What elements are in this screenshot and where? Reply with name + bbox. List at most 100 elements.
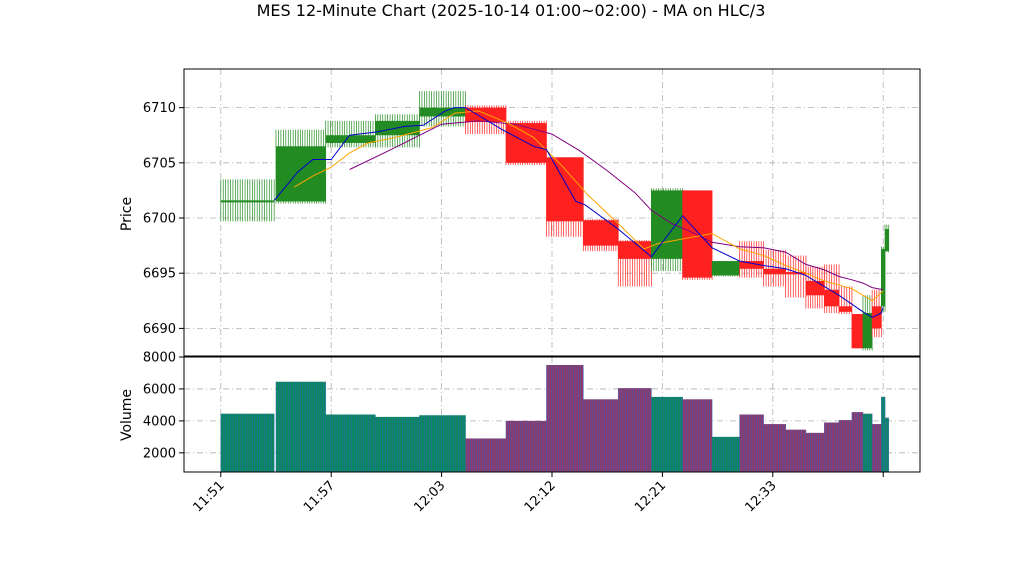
candle-body <box>785 272 806 275</box>
x-tick-label: 11:51 <box>191 478 228 515</box>
candle <box>763 250 787 287</box>
volume-bar-fill <box>465 438 506 472</box>
candle-body <box>824 289 840 307</box>
volume-bar-fill <box>325 414 376 472</box>
candle-body <box>885 229 889 252</box>
moving-averages <box>273 107 884 318</box>
price-tick-label: 6695 <box>143 267 176 282</box>
candle <box>419 91 466 127</box>
volume-bar <box>465 438 507 472</box>
volume-bar <box>884 417 890 472</box>
volume-bar-fill <box>276 381 299 472</box>
candle <box>275 129 299 204</box>
volume-bar <box>651 396 683 472</box>
volume-bar-fill <box>546 364 584 472</box>
candle <box>862 295 873 351</box>
candle-body <box>872 306 882 329</box>
candle-body <box>220 200 275 203</box>
volume-bar <box>617 388 652 472</box>
volume-bar <box>275 381 299 472</box>
x-tick-label: 12:12 <box>522 478 559 515</box>
candle <box>582 219 619 252</box>
candle-body <box>325 135 376 143</box>
volume-bar <box>711 436 740 472</box>
volume-bar <box>220 413 275 472</box>
candle <box>617 240 652 287</box>
x-tick-label: 11:57 <box>301 478 338 515</box>
volume-bar <box>546 364 584 472</box>
volume-bar <box>582 399 619 472</box>
volume-bar <box>824 422 840 472</box>
candle-body <box>419 107 466 117</box>
candle <box>711 261 741 277</box>
volume-bar <box>419 415 466 472</box>
candle-body <box>298 146 326 202</box>
volume-bar-fill <box>419 415 466 472</box>
candle-body <box>851 314 863 349</box>
volume-bar <box>881 396 886 472</box>
candle-body <box>618 241 652 259</box>
volume-bar <box>682 399 713 472</box>
candle <box>805 266 825 309</box>
volume-bar <box>805 432 825 472</box>
price-axis-label: Price <box>119 197 135 231</box>
candle-body <box>712 261 740 276</box>
volume-plot <box>220 364 890 472</box>
chart-title: MES 12-Minute Chart (2025-10-14 01:00~02… <box>257 1 766 20</box>
x-tick-label: 12:33 <box>743 478 780 515</box>
price-panel-frame <box>183 68 921 357</box>
ma-mid-line <box>294 110 884 302</box>
volume-bar-fill <box>839 420 852 472</box>
volume-tick-label: 8000 <box>143 351 176 366</box>
volume-bar <box>851 412 864 472</box>
candle <box>546 157 584 237</box>
candle-body <box>276 146 299 202</box>
candle <box>651 188 683 272</box>
candle-body <box>651 190 683 259</box>
x-tick-label: 12:21 <box>632 478 669 515</box>
candle-body <box>839 306 852 312</box>
price-tick-label: 6700 <box>143 212 176 227</box>
ma-short-line <box>273 107 884 318</box>
volume-bar <box>871 424 882 472</box>
price-plot <box>220 91 890 351</box>
candle <box>220 179 275 222</box>
price-y-axis: 6690 6695 6700 6705 6710 <box>143 101 184 337</box>
volume-bar-fill <box>506 420 547 472</box>
volume-y-axis: 2000 4000 6000 8000 <box>143 351 184 461</box>
volume-bar-fill <box>583 399 619 472</box>
volume-bar <box>375 416 420 472</box>
candle <box>881 246 886 312</box>
volume-bar <box>325 414 376 472</box>
candle-body <box>881 248 886 307</box>
candle <box>785 255 807 298</box>
price-tick-label: 6690 <box>143 322 176 337</box>
candle-body <box>763 268 786 275</box>
candle-body <box>546 157 584 222</box>
volume-bar <box>505 420 547 472</box>
volume-tick-label: 4000 <box>143 414 176 429</box>
volume-bar <box>739 414 764 472</box>
ma-long-line <box>349 120 884 291</box>
price-tick-label: 6710 <box>143 101 176 116</box>
candle <box>851 314 864 349</box>
time-x-axis: 11:51 11:57 12:03 12:12 12:21 12:33 <box>191 472 884 515</box>
candle <box>297 129 327 204</box>
candle-body <box>583 220 619 246</box>
price-tick-label: 6705 <box>143 156 176 171</box>
volume-axis-label: Volume <box>119 389 135 441</box>
volume-tick-label: 6000 <box>143 382 176 397</box>
volume-bar <box>862 413 873 472</box>
candle <box>823 264 840 313</box>
candle <box>884 224 890 253</box>
volume-bar-fill <box>851 412 863 472</box>
volume-bar-fill <box>763 424 786 472</box>
candle-body <box>739 261 764 269</box>
candle-body <box>805 280 825 296</box>
volume-bar <box>297 381 326 472</box>
volume-bar <box>838 420 853 472</box>
volume-tick-label: 2000 <box>143 446 176 461</box>
volume-bar <box>763 424 786 472</box>
candle-body <box>862 312 873 349</box>
